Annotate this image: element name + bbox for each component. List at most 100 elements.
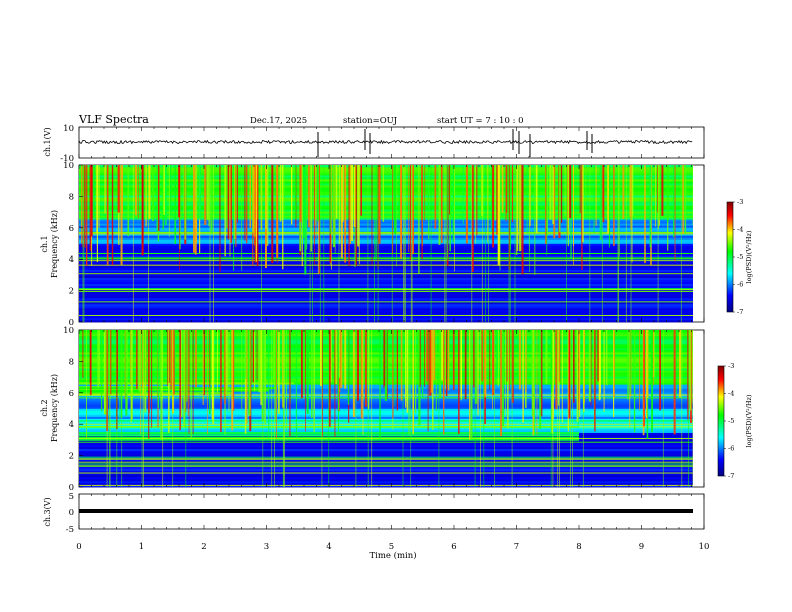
spectrogram-sferic bbox=[400, 165, 403, 259]
spectrogram-sferic bbox=[178, 165, 181, 218]
spectrogram-sferic bbox=[433, 330, 436, 381]
spectrogram-sferic bbox=[314, 165, 316, 226]
spectrogram-sferic bbox=[277, 330, 280, 414]
spectrogram-sferic bbox=[507, 165, 509, 221]
spectrogram-impulse bbox=[481, 165, 483, 322]
spectrogram-impulse bbox=[321, 330, 323, 487]
time-axis-tick-label: 8 bbox=[576, 542, 581, 552]
spectrogram-sferic bbox=[258, 330, 261, 393]
spectrogram-sferic bbox=[470, 330, 473, 440]
spectrogram-band bbox=[79, 191, 693, 194]
spectrogram-sferic bbox=[162, 165, 164, 230]
spectrogram-sferic bbox=[508, 165, 511, 270]
station-label: station=OUJ bbox=[343, 116, 398, 126]
spectrogram-impulse bbox=[552, 330, 554, 487]
spectrogram-impulse bbox=[509, 165, 511, 322]
spectrogram-band bbox=[79, 404, 693, 407]
spectrogram-band bbox=[79, 448, 693, 452]
spectrogram-sferic bbox=[539, 330, 542, 429]
spectrogram-band bbox=[79, 197, 693, 200]
spectrogram-sferic bbox=[130, 330, 133, 420]
ch2-colorbar: -3 -4 -5 -6 -7 log(PSD)(V²/Hz) bbox=[717, 362, 753, 480]
spectrogram-sferic bbox=[590, 330, 592, 406]
spectrogram-band-patch bbox=[79, 386, 191, 389]
spectrogram-sferic bbox=[138, 330, 141, 392]
spectrogram-sferic bbox=[83, 165, 86, 248]
spectrogram-sferic bbox=[334, 165, 336, 254]
colorbar-tick-label: -6 bbox=[737, 281, 743, 289]
spectrogram-sferic bbox=[206, 165, 209, 220]
spectrogram-sferic bbox=[134, 165, 137, 216]
spectrogram-sferic bbox=[536, 330, 538, 436]
spectrogram-band bbox=[79, 480, 693, 484]
spectrogram-line bbox=[79, 290, 693, 292]
spectrogram-sferic bbox=[379, 330, 381, 439]
ch3-ytick-top: 5 bbox=[69, 492, 74, 502]
spectrogram-sferic bbox=[561, 330, 563, 423]
spectrogram-sferic bbox=[438, 165, 441, 245]
spectrogram-impulse bbox=[109, 330, 111, 487]
spectrogram-ytick-label: 4 bbox=[69, 255, 74, 265]
spectrogram-sferic bbox=[96, 165, 98, 234]
spectrogram-band bbox=[79, 189, 693, 192]
spectrogram-line bbox=[79, 258, 693, 260]
spectrogram-sferic bbox=[301, 330, 303, 399]
spectrogram-sferic bbox=[600, 330, 601, 394]
spectrogram-band bbox=[79, 444, 693, 448]
spectrogram-band bbox=[79, 173, 693, 176]
ch1-waveform-line bbox=[78, 139, 693, 145]
spectrogram-sferic bbox=[86, 330, 87, 439]
spectrogram-band bbox=[79, 402, 693, 405]
spectrogram-sferic bbox=[552, 165, 554, 225]
spectrogram-sferic bbox=[396, 165, 397, 267]
time-axis-tick-label: 6 bbox=[451, 542, 456, 552]
spectrogram-sferic bbox=[506, 330, 508, 382]
spectrogram-sferic bbox=[224, 165, 226, 257]
spectrogram-sferic bbox=[426, 330, 428, 382]
spectrogram-band bbox=[79, 239, 693, 242]
spectrogram-sferic bbox=[599, 165, 602, 241]
spectrogram-impulse bbox=[570, 330, 571, 487]
spectrogram-sferic bbox=[362, 330, 364, 435]
spectrogram-sferic bbox=[659, 165, 661, 220]
spectrogram-sferic bbox=[443, 330, 445, 435]
spectrogram-sferic bbox=[552, 330, 554, 420]
spectrogram-sferic bbox=[340, 330, 343, 388]
spectrogram-sferic bbox=[148, 330, 150, 439]
spectrogram-line bbox=[79, 441, 693, 443]
spectrogram-sferic bbox=[295, 165, 297, 220]
spectrogram-ytick-label: 2 bbox=[69, 452, 74, 462]
spectrogram-sferic bbox=[170, 165, 172, 215]
spectrogram-sferic bbox=[219, 165, 221, 272]
spectrogram-sferic bbox=[137, 165, 139, 219]
spectrogram-sferic bbox=[163, 165, 166, 215]
spectrogram-sferic bbox=[569, 165, 572, 219]
spectrogram-sferic bbox=[183, 165, 185, 214]
spectrogram-impulse bbox=[483, 330, 485, 487]
spectrogram-sferic bbox=[122, 165, 123, 215]
spectrogram-sferic bbox=[136, 330, 138, 390]
spectrogram-band-patch bbox=[79, 390, 147, 393]
spectrogram-line bbox=[79, 233, 693, 235]
spectrogram-sferic bbox=[241, 330, 243, 410]
spectrogram-sferic bbox=[439, 330, 442, 398]
spectrogram-impulse bbox=[559, 330, 560, 487]
spectrogram-sferic bbox=[308, 165, 310, 228]
spectrogram-impulse bbox=[566, 165, 567, 322]
spectrogram-band bbox=[79, 400, 693, 403]
spectrogram-sferic bbox=[465, 165, 468, 244]
spectrogram-sferic bbox=[89, 330, 92, 396]
spectrogram-sferic bbox=[519, 165, 522, 252]
spectrogram-ytick-label: 8 bbox=[69, 357, 74, 367]
spectrogram-band bbox=[79, 283, 693, 287]
spectrogram-sferic bbox=[545, 165, 547, 244]
spectrogram-sferic bbox=[593, 165, 595, 234]
spectrogram-line bbox=[79, 315, 693, 316]
spectrogram-sferic bbox=[188, 330, 190, 434]
spectrogram-sferic bbox=[91, 165, 93, 237]
spectrogram-sferic bbox=[303, 330, 305, 395]
spectrogram-band bbox=[79, 203, 693, 206]
ch1-colorbar-ticks: -3 -4 -5 -6 -7 bbox=[733, 198, 743, 316]
spectrogram-band bbox=[79, 279, 693, 283]
spectrogram-sferic bbox=[227, 165, 230, 240]
